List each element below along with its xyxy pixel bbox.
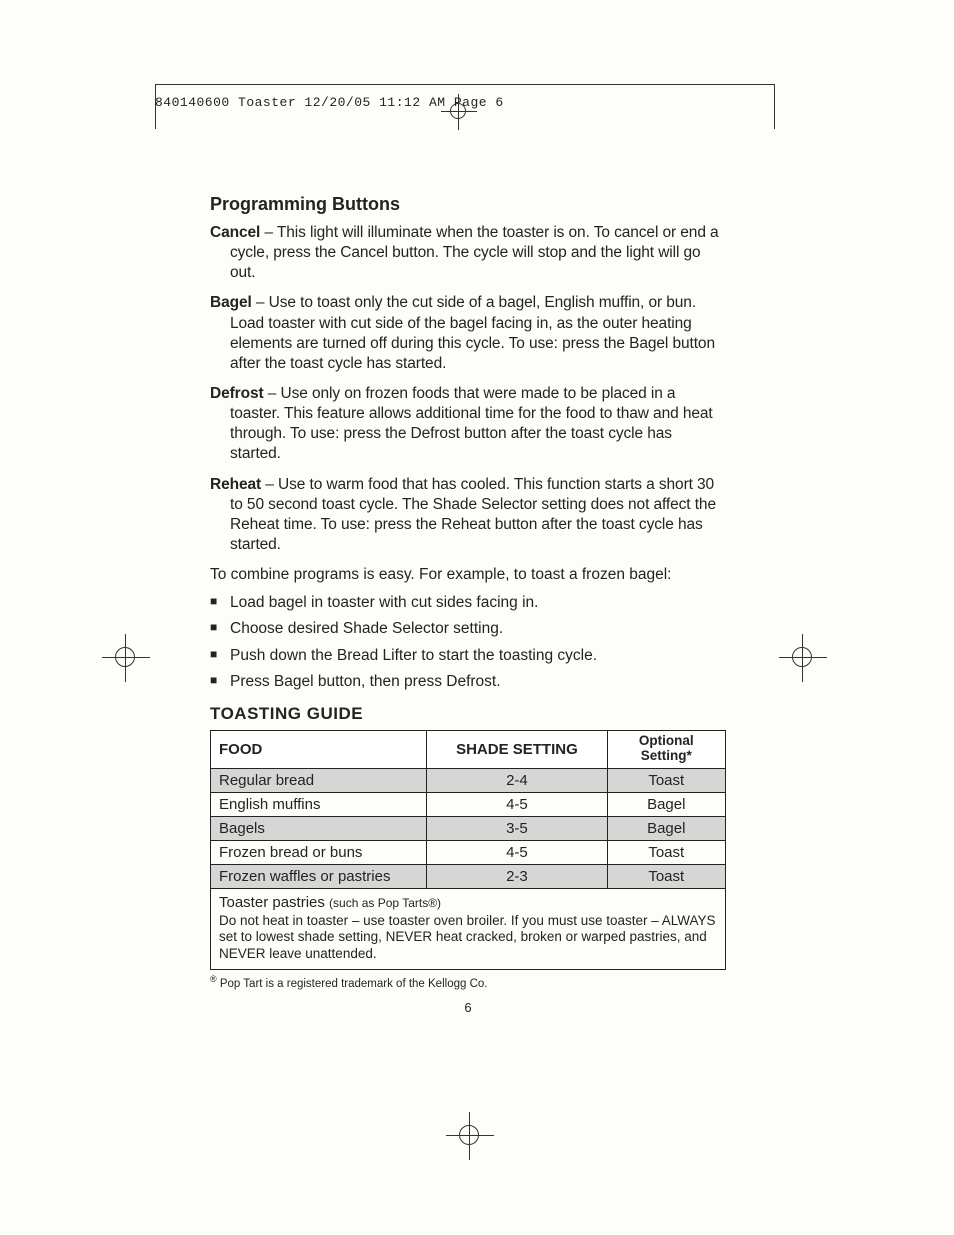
th-optional: Optional Setting* (607, 730, 725, 768)
section-heading: Programming Buttons (210, 194, 726, 215)
cell-shade: 3-5 (427, 816, 607, 840)
bullet-list: Load bagel in toaster with cut sides fac… (210, 593, 726, 692)
cell-shade: 4-5 (427, 840, 607, 864)
trademark-footnote: ® Pop Tart is a registered trademark of … (210, 974, 726, 990)
cell-food: Bagels (211, 816, 427, 840)
table-row: Frozen bread or buns 4-5 Toast (211, 840, 726, 864)
combine-intro: To combine programs is easy. For example… (210, 565, 726, 585)
list-item: Load bagel in toaster with cut sides fac… (210, 593, 726, 613)
cell-shade: 2-3 (427, 864, 607, 888)
th-food: FOOD (211, 730, 427, 768)
definition-reheat: Reheat – Use to warm food that has coole… (210, 475, 726, 556)
cell-food: Regular bread (211, 768, 427, 792)
table-row: Frozen waffles or pastries 2-3 Toast (211, 864, 726, 888)
page-content: Programming Buttons Cancel – This light … (210, 194, 726, 1015)
table-row: English muffins 4-5 Bagel (211, 792, 726, 816)
cell-food: English muffins (211, 792, 427, 816)
table-note-cell: Toaster pastries (such as Pop Tarts®) Do… (211, 888, 726, 969)
table-note-row: Toaster pastries (such as Pop Tarts®) Do… (211, 888, 726, 969)
definition-cancel: Cancel – This light will illuminate when… (210, 223, 726, 283)
toasting-guide-table: FOOD SHADE SETTING Optional Setting* Reg… (210, 730, 726, 970)
th-shade: SHADE SETTING (427, 730, 607, 768)
list-item: Choose desired Shade Selector setting. (210, 619, 726, 639)
crop-mark (774, 84, 775, 129)
list-item: Push down the Bread Lifter to start the … (210, 646, 726, 666)
page-number: 6 (210, 1000, 726, 1015)
cell-opt: Toast (607, 840, 725, 864)
definition-bagel: Bagel – Use to toast only the cut side o… (210, 293, 726, 374)
cell-opt: Bagel (607, 816, 725, 840)
guide-heading: TOASTING GUIDE (210, 704, 726, 724)
note-body: Do not heat in toaster – use toaster ove… (219, 913, 716, 962)
cell-shade: 4-5 (427, 792, 607, 816)
crop-mark (155, 84, 775, 85)
registration-mark-icon (450, 1116, 490, 1156)
registration-mark-icon (783, 638, 823, 678)
note-heading: Toaster pastries (219, 894, 329, 911)
cell-opt: Bagel (607, 792, 725, 816)
table-row: Bagels 3-5 Bagel (211, 816, 726, 840)
list-item: Press Bagel button, then press Defrost. (210, 672, 726, 692)
print-header-line: 840140600 Toaster 12/20/05 11:12 AM Page… (155, 95, 504, 110)
table-header-row: FOOD SHADE SETTING Optional Setting* (211, 730, 726, 768)
registration-mark-icon (106, 638, 146, 678)
cell-food: Frozen waffles or pastries (211, 864, 427, 888)
cell-opt: Toast (607, 768, 725, 792)
note-subheading: (such as Pop Tarts®) (329, 896, 441, 910)
cell-shade: 2-4 (427, 768, 607, 792)
definition-defrost: Defrost – Use only on frozen foods that … (210, 384, 726, 465)
table-row: Regular bread 2-4 Toast (211, 768, 726, 792)
cell-food: Frozen bread or buns (211, 840, 427, 864)
cell-opt: Toast (607, 864, 725, 888)
